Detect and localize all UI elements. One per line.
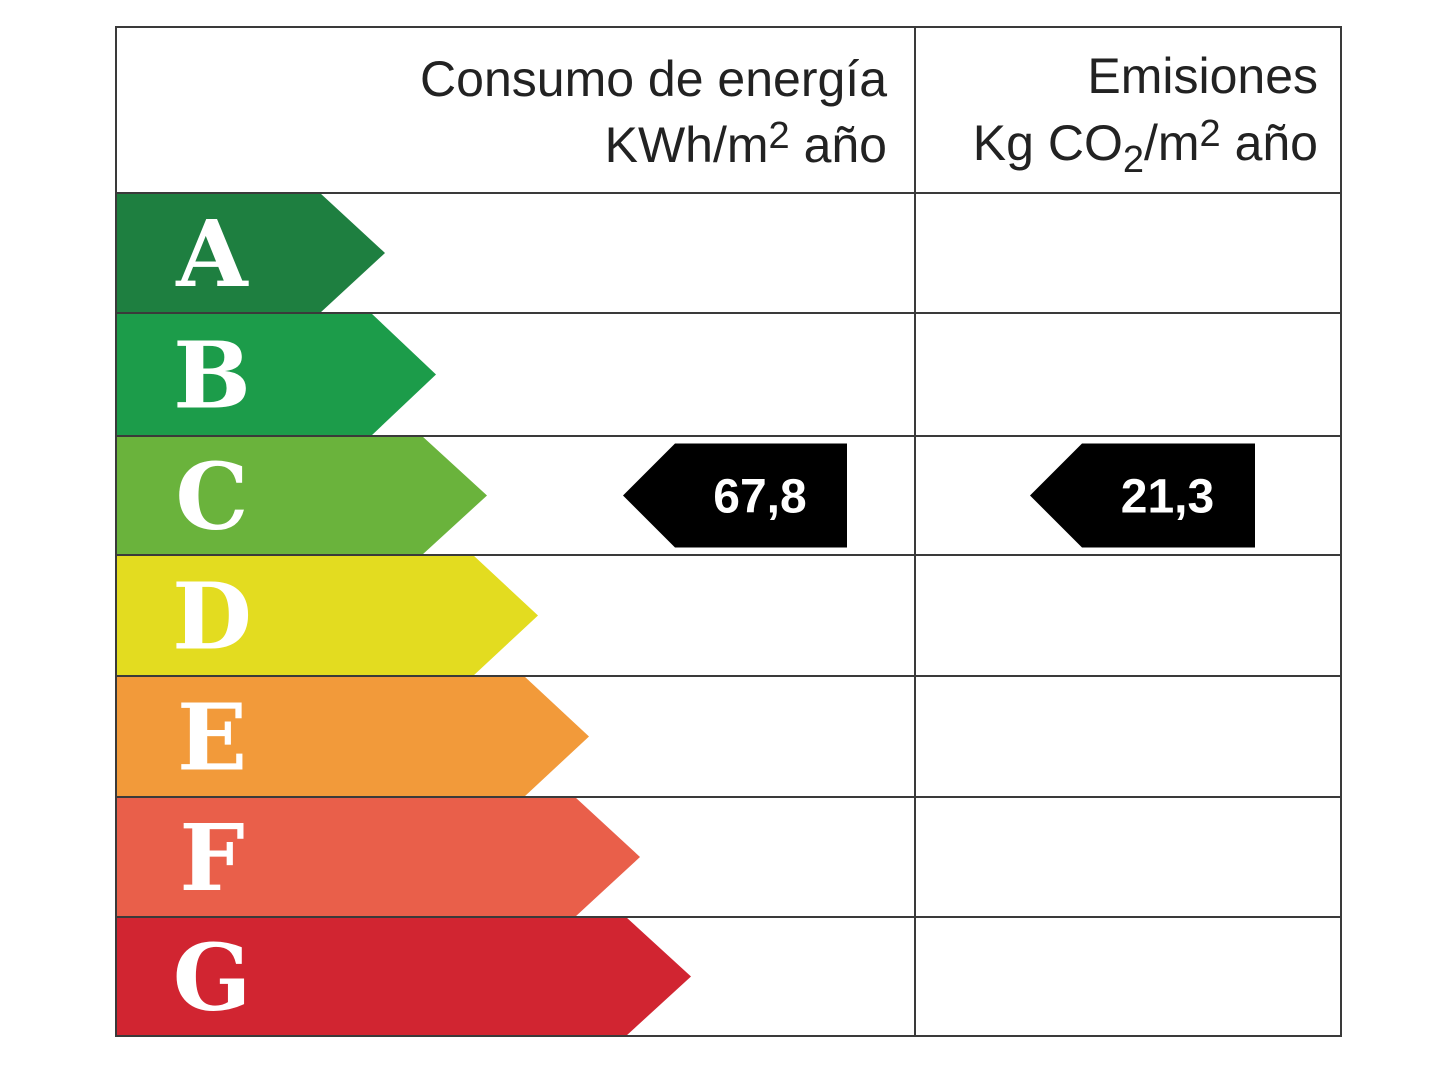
unit-part: /m — [1144, 115, 1200, 171]
rating-letter: C — [175, 443, 248, 551]
unit-part: KWh/m — [605, 117, 769, 173]
energy-title: Consumo de energía — [420, 51, 887, 107]
table-border — [115, 26, 1342, 1037]
rating-arrow — [116, 313, 436, 436]
unit-part: Kg CO — [973, 115, 1123, 171]
unit-part: 2 — [1200, 113, 1221, 155]
rating-letter: E — [177, 684, 247, 792]
value-label: 67,8 — [713, 471, 806, 524]
rating-arrow — [116, 917, 691, 1036]
unit-part: año — [1221, 115, 1318, 171]
rating-letter: A — [175, 200, 249, 308]
value-label: 21,3 — [1121, 471, 1214, 524]
value-marker — [623, 443, 847, 548]
unit-part: año — [790, 117, 887, 173]
rating-arrow — [116, 193, 385, 313]
rating-arrow — [116, 555, 538, 676]
emissions-unit: Kg CO2/m2 año — [973, 113, 1318, 181]
unit-part: 2 — [769, 115, 790, 157]
rating-arrow — [116, 436, 487, 555]
rating-arrow — [116, 676, 589, 797]
table-grid — [115, 26, 1342, 1037]
rating-letter: D — [172, 563, 252, 671]
rating-letter: F — [179, 804, 244, 912]
unit-part: 2 — [1123, 139, 1144, 181]
rating-letter: G — [173, 924, 252, 1032]
energy-unit: KWh/m2 año — [605, 115, 887, 173]
rating-arrow — [116, 797, 640, 917]
emissions-title: Emisiones — [1087, 48, 1318, 104]
rating-letter: B — [173, 322, 251, 430]
value-marker — [1030, 443, 1255, 548]
